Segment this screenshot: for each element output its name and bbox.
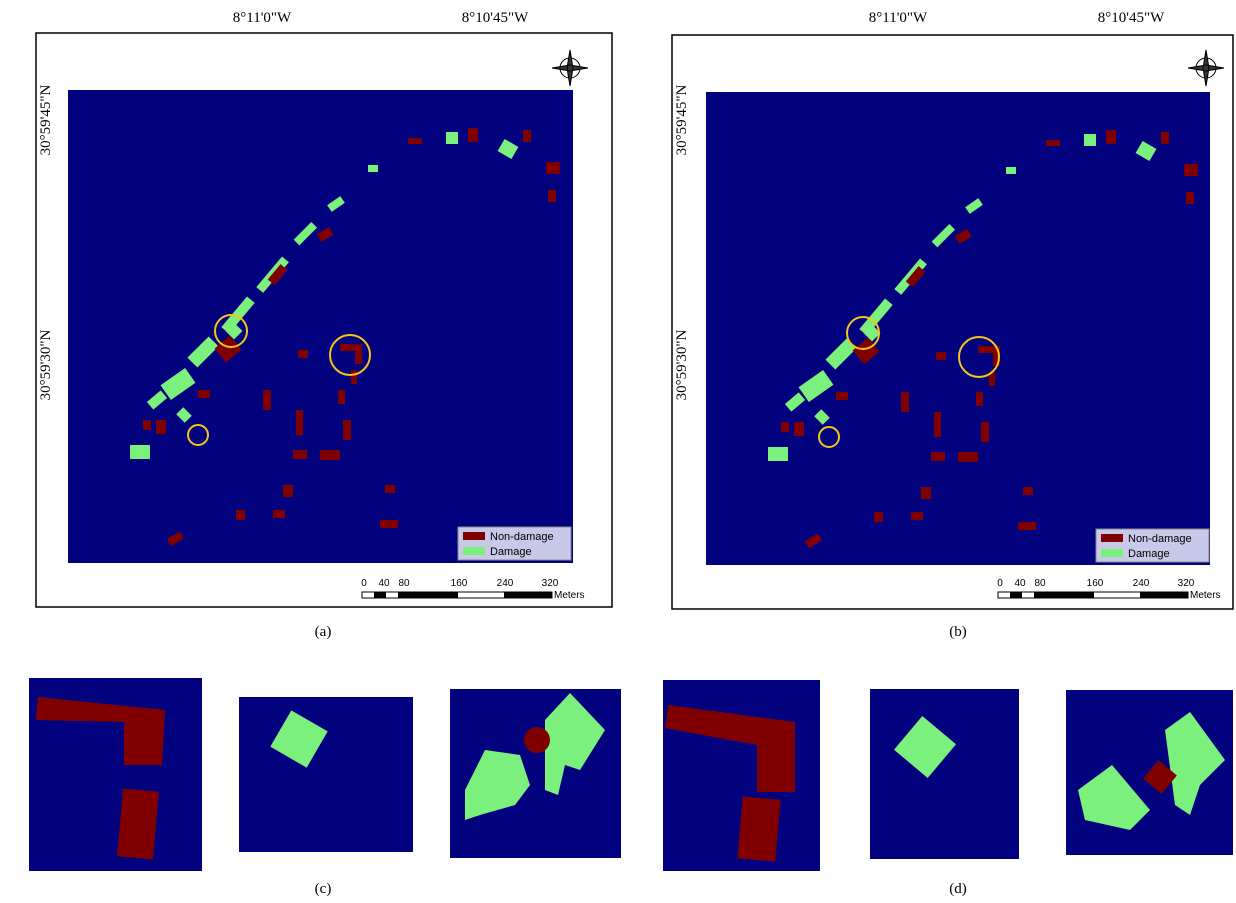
scale-label: 80: [398, 578, 410, 589]
map: [68, 90, 573, 563]
scale-label: 0: [997, 578, 1003, 589]
scale-label: 40: [1014, 578, 1026, 589]
lon-label: 8°10'45"W: [462, 10, 529, 26]
legend-label: Non-damage: [1128, 533, 1192, 545]
legend-swatch: [463, 532, 485, 540]
figure: 8°11'0"W 8°10'45"W 30°59'45"N 30°59'30"N…: [0, 0, 1236, 903]
legend-label: Damage: [1128, 548, 1170, 560]
crop: [870, 689, 1019, 859]
crop: [450, 689, 621, 858]
crop: [663, 680, 820, 871]
legend-swatch: [463, 547, 485, 555]
lat-label: 30°59'45"N: [674, 85, 690, 156]
map-panel: 8°11'0"W 8°10'45"W 30°59'45"N 30°59'30"N…: [36, 10, 612, 640]
scale-label: 80: [1034, 578, 1046, 589]
scale-bar: [998, 592, 1188, 598]
caption: (b): [949, 624, 967, 640]
lon-label: 8°11'0"W: [869, 10, 928, 26]
scale-label: 160: [451, 578, 468, 589]
scale-label: 240: [497, 578, 514, 589]
crop: [29, 678, 202, 871]
lat-label: 30°59'45"N: [38, 85, 54, 156]
legend-label: Non-damage: [490, 531, 554, 543]
scale-label: 40: [378, 578, 390, 589]
caption: (c): [315, 881, 332, 897]
scale-label: 320: [542, 578, 559, 589]
map-panel: 8°11'0"W 8°10'45"W 30°59'45"N 30°59'30"N…: [672, 10, 1233, 640]
scale-label: 320: [1178, 578, 1195, 589]
map: [706, 92, 1210, 565]
caption: (a): [315, 624, 332, 640]
caption: (d): [949, 881, 967, 897]
crop: [239, 697, 413, 852]
lat-label: 30°59'30"N: [674, 330, 690, 401]
lat-label: 30°59'30"N: [38, 330, 54, 401]
scale-unit: Meters: [554, 590, 585, 601]
crop: [1066, 690, 1233, 855]
scale-label: 0: [361, 578, 367, 589]
scale-label: 160: [1087, 578, 1104, 589]
scale-bar: [362, 592, 552, 598]
lon-label: 8°10'45"W: [1098, 10, 1165, 26]
legend-label: Damage: [490, 546, 532, 558]
lon-label: 8°11'0"W: [233, 10, 292, 26]
legend-swatch: [1101, 534, 1123, 542]
scale-label: 240: [1133, 578, 1150, 589]
scale-unit: Meters: [1190, 590, 1221, 601]
legend-swatch: [1101, 549, 1123, 557]
